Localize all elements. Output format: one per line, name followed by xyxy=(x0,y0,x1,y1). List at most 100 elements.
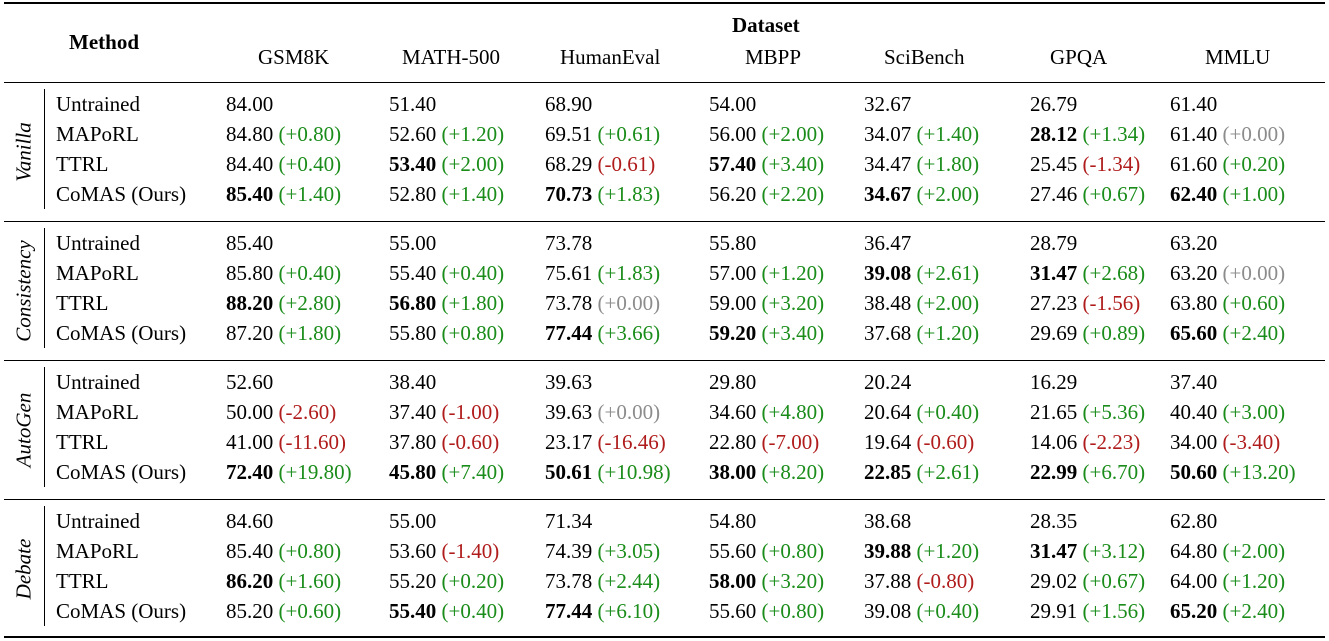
col-header-mbpp: MBPP xyxy=(745,45,802,69)
score-delta: (-11.60) xyxy=(278,430,346,454)
value-cell-gpqa: 16.29 xyxy=(1030,370,1077,394)
score-delta: (+1.20) xyxy=(916,539,980,563)
value-cell-math500: 55.80 (+0.80) xyxy=(389,321,504,345)
score-value: 54.80 xyxy=(709,509,757,533)
score-delta: (+0.80) xyxy=(278,539,342,563)
score-value: 84.80 xyxy=(226,122,274,146)
score-delta: (+2.00) xyxy=(1222,539,1286,563)
score-delta: (+0.60) xyxy=(1222,291,1286,315)
score-delta: (+0.00) xyxy=(1222,122,1286,146)
value-cell-mbpp: 34.60 (+4.80) xyxy=(709,400,824,424)
value-cell-gpqa: 27.23 (-1.56) xyxy=(1030,291,1140,315)
value-cell-mmlu: 50.60 (+13.20) xyxy=(1170,460,1296,484)
value-cell-gpqa: 22.99 (+6.70) xyxy=(1030,460,1145,484)
value-cell-mmlu: 34.00 (-3.40) xyxy=(1170,430,1280,454)
value-cell-mmlu: 63.20 (+0.00) xyxy=(1170,261,1285,285)
score-delta: (+0.80) xyxy=(761,539,825,563)
value-cell-scibench: 39.08 (+2.61) xyxy=(864,261,979,285)
score-value: 68.29 xyxy=(545,152,593,176)
value-cell-math500: 51.40 xyxy=(389,92,436,116)
method-header: Method xyxy=(69,30,139,54)
value-cell-scibench: 38.68 xyxy=(864,509,911,533)
score-delta: (+0.80) xyxy=(278,122,342,146)
method-cell: TTRL xyxy=(56,430,109,454)
score-delta: (+19.80) xyxy=(278,460,352,484)
score-delta: (+1.80) xyxy=(278,321,342,345)
score-delta: (+1.40) xyxy=(278,182,342,206)
method-cell: CoMAS (Ours) xyxy=(56,460,187,484)
score-value: 72.40 xyxy=(226,460,274,484)
score-value: 62.80 xyxy=(1170,509,1218,533)
score-value: 28.12 xyxy=(1030,122,1078,146)
score-delta: (+0.00) xyxy=(597,400,661,424)
score-delta: (+1.20) xyxy=(916,321,980,345)
value-cell-mmlu: 61.40 xyxy=(1170,92,1217,116)
value-cell-humaneval: 77.44 (+6.10) xyxy=(545,599,660,623)
method-cell: CoMAS (Ours) xyxy=(56,321,187,345)
value-cell-gsm8k: 85.40 (+0.80) xyxy=(226,539,341,563)
method-cell: Untrained xyxy=(56,370,140,394)
group-rule-2 xyxy=(4,360,1325,361)
score-delta: (+1.40) xyxy=(916,122,980,146)
score-delta: (+1.00) xyxy=(1222,182,1286,206)
score-value: 29.02 xyxy=(1030,569,1078,593)
score-value: 63.20 xyxy=(1170,261,1218,285)
score-value: 41.00 xyxy=(226,430,274,454)
score-value: 55.40 xyxy=(389,261,437,285)
score-value: 59.00 xyxy=(709,291,757,315)
value-cell-mbpp: 59.00 (+3.20) xyxy=(709,291,824,315)
col-header-humaneval: HumanEval xyxy=(560,45,661,69)
value-cell-mbpp: 57.40 (+3.40) xyxy=(709,152,824,176)
method-cell: TTRL xyxy=(56,569,109,593)
score-delta: (+0.40) xyxy=(278,152,342,176)
score-delta: (+2.61) xyxy=(916,261,980,285)
score-value: 50.61 xyxy=(545,460,593,484)
score-value: 56.00 xyxy=(709,122,757,146)
value-cell-humaneval: 68.29 (-0.61) xyxy=(545,152,655,176)
value-cell-scibench: 39.88 (+1.20) xyxy=(864,539,979,563)
score-delta: (-7.00) xyxy=(761,430,820,454)
value-cell-gsm8k: 87.20 (+1.80) xyxy=(226,321,341,345)
score-delta: (+3.20) xyxy=(761,569,825,593)
method-cell: MAPoRL xyxy=(56,539,139,563)
score-value: 26.79 xyxy=(1030,92,1078,116)
score-value: 22.80 xyxy=(709,430,757,454)
score-value: 39.88 xyxy=(864,539,912,563)
value-cell-humaneval: 73.78 (+2.44) xyxy=(545,569,660,593)
score-value: 61.40 xyxy=(1170,92,1218,116)
score-value: 27.23 xyxy=(1030,291,1078,315)
value-cell-gsm8k: 50.00 (-2.60) xyxy=(226,400,336,424)
value-cell-humaneval: 50.61 (+10.98) xyxy=(545,460,671,484)
value-cell-gpqa: 14.06 (-2.23) xyxy=(1030,430,1140,454)
value-cell-gsm8k: 41.00 (-11.60) xyxy=(226,430,346,454)
score-value: 68.90 xyxy=(545,92,593,116)
score-delta: (+1.80) xyxy=(441,291,505,315)
score-delta: (+3.00) xyxy=(1222,400,1286,424)
score-value: 52.60 xyxy=(389,122,437,146)
score-value: 65.60 xyxy=(1170,321,1218,345)
method-cell: Untrained xyxy=(56,509,140,533)
score-delta: (-0.60) xyxy=(441,430,500,454)
value-cell-humaneval: 23.17 (-16.46) xyxy=(545,430,666,454)
score-value: 19.64 xyxy=(864,430,912,454)
score-delta: (+0.61) xyxy=(597,122,661,146)
value-cell-humaneval: 68.90 xyxy=(545,92,592,116)
score-value: 85.20 xyxy=(226,599,274,623)
value-cell-gsm8k: 84.00 xyxy=(226,92,273,116)
score-delta: (+1.40) xyxy=(441,182,505,206)
score-value: 65.20 xyxy=(1170,599,1218,623)
score-value: 63.80 xyxy=(1170,291,1218,315)
value-cell-math500: 53.40 (+2.00) xyxy=(389,152,504,176)
score-value: 64.00 xyxy=(1170,569,1218,593)
score-value: 56.80 xyxy=(389,291,437,315)
score-delta: (-3.40) xyxy=(1222,430,1281,454)
score-value: 73.78 xyxy=(545,291,593,315)
score-value: 20.24 xyxy=(864,370,912,394)
value-cell-mmlu: 64.80 (+2.00) xyxy=(1170,539,1285,563)
group-label-vanilla: Vanilla xyxy=(11,122,36,182)
score-value: 52.80 xyxy=(389,182,437,206)
value-cell-mmlu: 62.80 xyxy=(1170,509,1217,533)
group-bar xyxy=(44,367,45,487)
score-delta: (+6.70) xyxy=(1082,460,1146,484)
value-cell-scibench: 37.68 (+1.20) xyxy=(864,321,979,345)
